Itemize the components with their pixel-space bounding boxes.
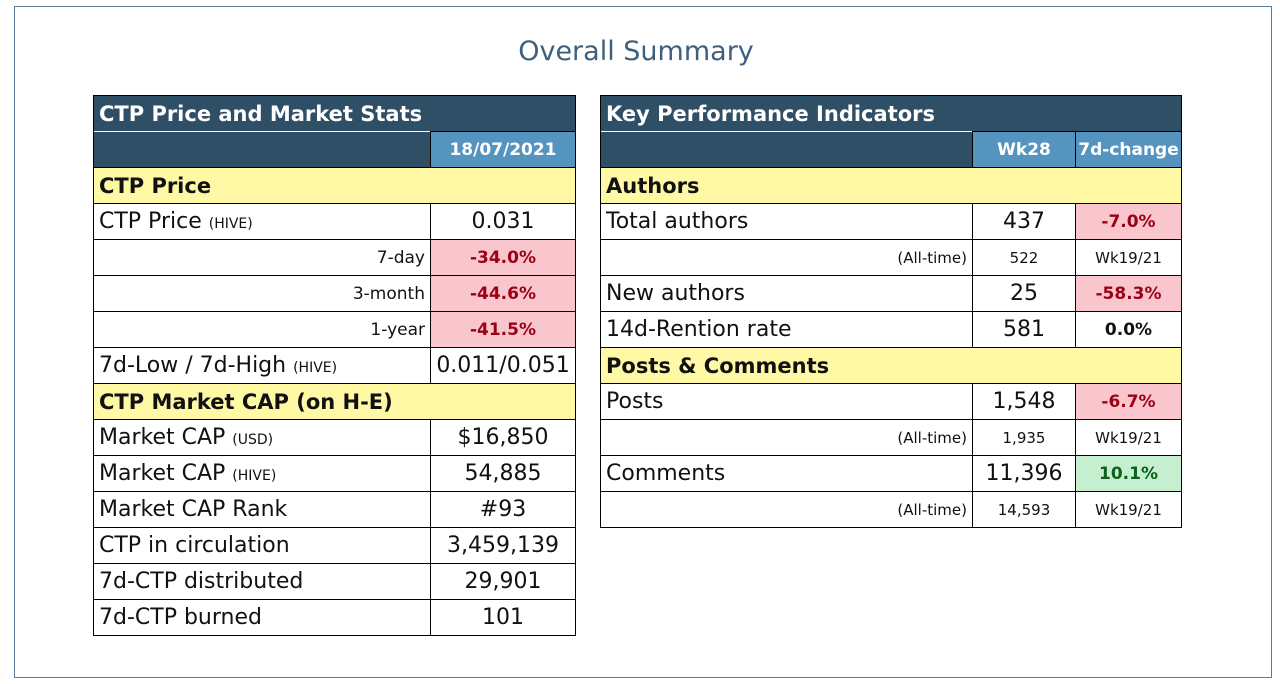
comments-value: 11,396	[972, 455, 1076, 492]
table-row: Total authors 437 -7.0%	[600, 203, 1183, 240]
section-market-cap: CTP Market CAP (on H-E)	[93, 383, 576, 420]
circulation-label: CTP in circulation	[93, 527, 431, 564]
comments-label: Comments	[600, 455, 973, 492]
table-row: Posts 1,548 -6.7%	[600, 383, 1183, 420]
row-label: 7d-Low / 7d-High	[99, 353, 287, 378]
market-cap-rank-label: Market CAP Rank	[93, 491, 431, 528]
new-authors-label: New authors	[600, 275, 973, 312]
posts-alltime-week: Wk19/21	[1074, 419, 1183, 456]
unit-label: (HIVE)	[232, 468, 277, 484]
table-title: CTP Price and Market Stats	[93, 95, 576, 132]
unit-label: (HIVE)	[208, 216, 253, 232]
market-cap-rank-value: #93	[430, 491, 576, 528]
table-row: 7d-CTP burned 101	[93, 599, 576, 636]
comments-change: 10.1%	[1074, 455, 1183, 492]
row-label: Market CAP	[99, 461, 226, 486]
table-row: CTP Price (HIVE) 0.031	[93, 203, 576, 240]
circulation-value: 3,459,139	[430, 527, 576, 564]
market-cap-hive-label: Market CAP (HIVE)	[93, 455, 431, 492]
retention-label: 14d-Rention rate	[600, 311, 973, 348]
change-3month-label: 3-month	[93, 275, 431, 312]
authors-alltime-label: (All-time)	[600, 239, 973, 276]
authors-alltime-value: 522	[972, 239, 1076, 276]
lowhigh-label: 7d-Low / 7d-High (HIVE)	[93, 347, 431, 384]
key-performance-indicators-table: Key Performance Indicators Wk28 7d-chang…	[599, 95, 1183, 528]
change-header: 7d-change	[1074, 131, 1183, 168]
date-header: 18/07/2021	[430, 131, 576, 168]
retention-value: 581	[972, 311, 1076, 348]
posts-label: Posts	[600, 383, 973, 420]
section-authors: Authors	[599, 167, 1183, 204]
market-cap-usd-value: $16,850	[430, 419, 576, 456]
ctp-price-value: 0.031	[430, 203, 576, 240]
page-title: Overall Summary	[518, 36, 754, 67]
row-label: Market CAP	[99, 425, 226, 450]
table-row: CTP Price	[93, 167, 576, 204]
distributed-label: 7d-CTP distributed	[93, 563, 431, 600]
table-row: Key Performance Indicators	[599, 95, 1183, 132]
unit-label: (HIVE)	[293, 360, 338, 376]
week-header: Wk28	[972, 131, 1076, 168]
table-row: 7d-Low / 7d-High (HIVE) 0.011/0.051	[93, 347, 576, 384]
lowhigh-value: 0.011/0.051	[430, 347, 576, 384]
table-row: New authors 25 -58.3%	[600, 275, 1183, 312]
market-cap-hive-value: 54,885	[430, 455, 576, 492]
section-posts-comments: Posts & Comments	[599, 347, 1183, 384]
comments-alltime-label: (All-time)	[600, 491, 973, 528]
change-1year-value: -41.5%	[430, 311, 576, 348]
burned-value: 101	[430, 599, 576, 636]
table-row: Posts & Comments	[599, 347, 1183, 384]
table-row: 14d-Rention rate 581 0.0%	[600, 311, 1183, 348]
distributed-value: 29,901	[430, 563, 576, 600]
posts-alltime-value: 1,935	[972, 419, 1076, 456]
header-spacer	[600, 131, 973, 168]
table-row: Wk28 7d-change	[600, 131, 1183, 168]
total-authors-label: Total authors	[600, 203, 973, 240]
table-row: CTP Market CAP (on H-E)	[93, 383, 576, 420]
change-7day-value: -34.0%	[430, 239, 576, 276]
table-row: 3-month -44.6%	[93, 275, 576, 312]
table-row: Market CAP Rank #93	[93, 491, 576, 528]
ctp-price-label: CTP Price (HIVE)	[93, 203, 431, 240]
change-3month-value: -44.6%	[430, 275, 576, 312]
market-cap-usd-label: Market CAP (USD)	[93, 419, 431, 456]
total-authors-value: 437	[972, 203, 1076, 240]
table-row: 7-day -34.0%	[93, 239, 576, 276]
posts-change: -6.7%	[1074, 383, 1183, 420]
posts-alltime-label: (All-time)	[600, 419, 973, 456]
change-1year-label: 1-year	[93, 311, 431, 348]
table-row: CTP Price and Market Stats	[93, 95, 576, 132]
header-spacer	[93, 131, 431, 168]
unit-label: (USD)	[232, 432, 274, 448]
authors-alltime-week: Wk19/21	[1074, 239, 1183, 276]
table-row: 18/07/2021	[93, 131, 576, 168]
table-row: 1-year -41.5%	[93, 311, 576, 348]
comments-alltime-value: 14,593	[972, 491, 1076, 528]
ctp-price-market-stats-table: CTP Price and Market Stats 18/07/2021 CT…	[93, 95, 576, 636]
table-row: Authors	[599, 167, 1183, 204]
comments-alltime-week: Wk19/21	[1074, 491, 1183, 528]
table-row: (All-time) 1,935 Wk19/21	[600, 419, 1183, 456]
new-authors-value: 25	[972, 275, 1076, 312]
section-ctp-price: CTP Price	[93, 167, 576, 204]
table-row: (All-time) 14,593 Wk19/21	[600, 491, 1183, 528]
table-row: Market CAP (USD) $16,850	[93, 419, 576, 456]
posts-value: 1,548	[972, 383, 1076, 420]
total-authors-change: -7.0%	[1074, 203, 1183, 240]
new-authors-change: -58.3%	[1074, 275, 1183, 312]
table-row: Market CAP (HIVE) 54,885	[93, 455, 576, 492]
table-row: (All-time) 522 Wk19/21	[600, 239, 1183, 276]
table-row: 7d-CTP distributed 29,901	[93, 563, 576, 600]
row-label: CTP Price	[99, 209, 202, 234]
table-row: CTP in circulation 3,459,139	[93, 527, 576, 564]
table-title: Key Performance Indicators	[599, 95, 1183, 132]
table-row: Comments 11,396 10.1%	[600, 455, 1183, 492]
burned-label: 7d-CTP burned	[93, 599, 431, 636]
retention-change: 0.0%	[1074, 311, 1183, 348]
change-7day-label: 7-day	[93, 239, 431, 276]
